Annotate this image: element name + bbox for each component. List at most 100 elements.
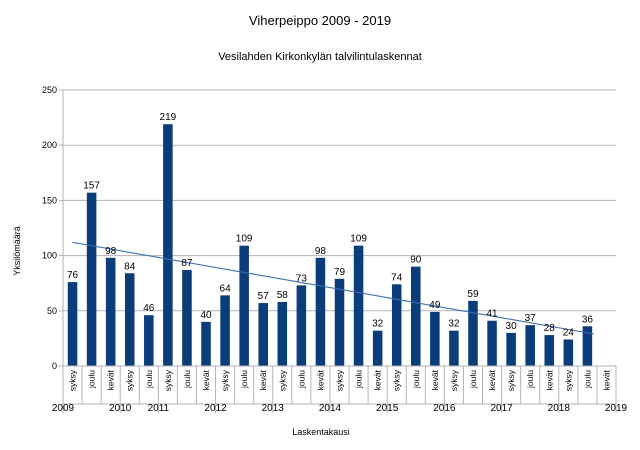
data-label: 84	[124, 261, 136, 272]
x-category-label: kevät	[601, 369, 611, 390]
x-year-label: 2015	[376, 403, 399, 414]
bar	[506, 332, 516, 366]
x-category-label: joulu	[296, 370, 306, 389]
x-category-label: syksy	[506, 369, 516, 391]
x-category-label: joulu	[182, 370, 192, 389]
x-year-label: 2017	[490, 403, 513, 414]
data-label: 36	[582, 314, 594, 325]
data-label: 219	[160, 112, 177, 123]
x-year-label: 2011	[148, 403, 170, 414]
x-category-label: syksy	[68, 369, 78, 391]
x-category-label: syksy	[563, 369, 573, 391]
x-axis-label: Laskentakausi	[292, 427, 350, 437]
data-label: 37	[525, 313, 537, 324]
bar	[144, 315, 154, 366]
x-category-label: syksy	[163, 369, 173, 391]
data-label: 64	[220, 283, 232, 294]
bar	[239, 245, 249, 366]
data-label: 49	[429, 300, 441, 311]
y-tick-label: 0	[52, 361, 57, 371]
bar	[86, 192, 97, 366]
x-category-label: kevät	[315, 369, 325, 390]
data-label: 46	[143, 303, 155, 314]
x-category-label: syksy	[449, 369, 459, 391]
bar	[258, 303, 268, 366]
data-label: 32	[448, 319, 460, 330]
x-category-label: kevät	[487, 369, 497, 390]
data-label: 40	[200, 310, 212, 321]
data-label: 109	[350, 234, 367, 245]
data-label: 32	[372, 319, 384, 330]
x-year-label: 2018	[548, 403, 571, 414]
data-label: 90	[410, 255, 422, 266]
x-year-label: 2016	[433, 403, 456, 414]
x-category-label: joulu	[582, 370, 592, 389]
x-year-label: 2014	[319, 403, 342, 414]
trendline-line	[72, 241, 595, 335]
bars	[67, 124, 593, 366]
data-label: 79	[334, 267, 346, 278]
data-label: 74	[391, 272, 403, 283]
data-label: 73	[296, 273, 308, 284]
data-label: 59	[467, 289, 479, 300]
data-label: 98	[105, 246, 117, 257]
bar	[411, 266, 421, 366]
data-label: 28	[544, 323, 556, 334]
bar	[124, 273, 135, 366]
x-year-label: 2013	[262, 403, 285, 414]
y-tick-label: 150	[42, 195, 57, 205]
bar	[220, 295, 230, 366]
y-tick-label: 200	[42, 140, 57, 150]
bar	[372, 330, 383, 366]
bar	[563, 339, 574, 366]
bar	[334, 278, 345, 366]
x-category-label: joulu	[525, 370, 535, 389]
chart-subtitle: Vesilahden Kirkonkylän talvilintulaskenn…	[218, 51, 422, 63]
y-axis-label: Yksilömäärä	[12, 226, 22, 276]
bar	[315, 257, 326, 366]
bar	[67, 282, 78, 366]
x-category-label: syksy	[335, 369, 345, 391]
x-category-label: joulu	[87, 370, 97, 389]
x-year-label: 2019	[605, 403, 628, 414]
x-category-label: syksy	[277, 369, 287, 391]
bar	[468, 300, 478, 366]
x-category-label: joulu	[354, 370, 364, 389]
data-label: 57	[258, 291, 270, 302]
x-category-label: joulu	[239, 370, 249, 389]
bar	[296, 285, 307, 366]
x-year-label: 2009	[52, 403, 75, 414]
trendline	[72, 241, 595, 335]
bar	[430, 311, 440, 366]
x-category-label: syksy	[392, 369, 402, 391]
chart-title: Viherpeippo 2009 - 2019	[249, 13, 391, 28]
y-tick-label: 100	[42, 251, 57, 261]
x-category-label: kevät	[106, 369, 116, 390]
x-year-label: 2010	[109, 403, 132, 414]
bar	[391, 284, 402, 366]
x-category-label: kevät	[373, 369, 383, 390]
x-year-label: 2012	[204, 403, 227, 414]
bar	[525, 325, 535, 366]
x-axis: syksy joulu kevät syksy joulu syksy joulu kevät…	[52, 365, 628, 414]
data-label: 41	[486, 309, 498, 320]
bar	[182, 269, 192, 366]
data-label: 98	[315, 246, 327, 257]
x-category-label: kevät	[430, 369, 440, 390]
x-category-label: joulu	[411, 370, 421, 389]
bar	[105, 257, 116, 366]
bar	[544, 335, 555, 366]
bar	[277, 301, 288, 366]
data-label: 87	[181, 258, 193, 269]
x-category-label: joulu	[144, 370, 154, 389]
data-label: 109	[236, 234, 253, 245]
y-axis-ticks: 0 50 100 150 200 250	[42, 85, 63, 371]
x-category-label: kevät	[258, 369, 268, 390]
data-label: 24	[563, 328, 575, 339]
x-category-label: kevät	[201, 369, 211, 390]
x-category-label: kevät	[544, 369, 554, 390]
y-tick-label: 50	[47, 306, 57, 316]
data-label: 76	[67, 270, 79, 281]
data-label: 157	[83, 181, 100, 192]
